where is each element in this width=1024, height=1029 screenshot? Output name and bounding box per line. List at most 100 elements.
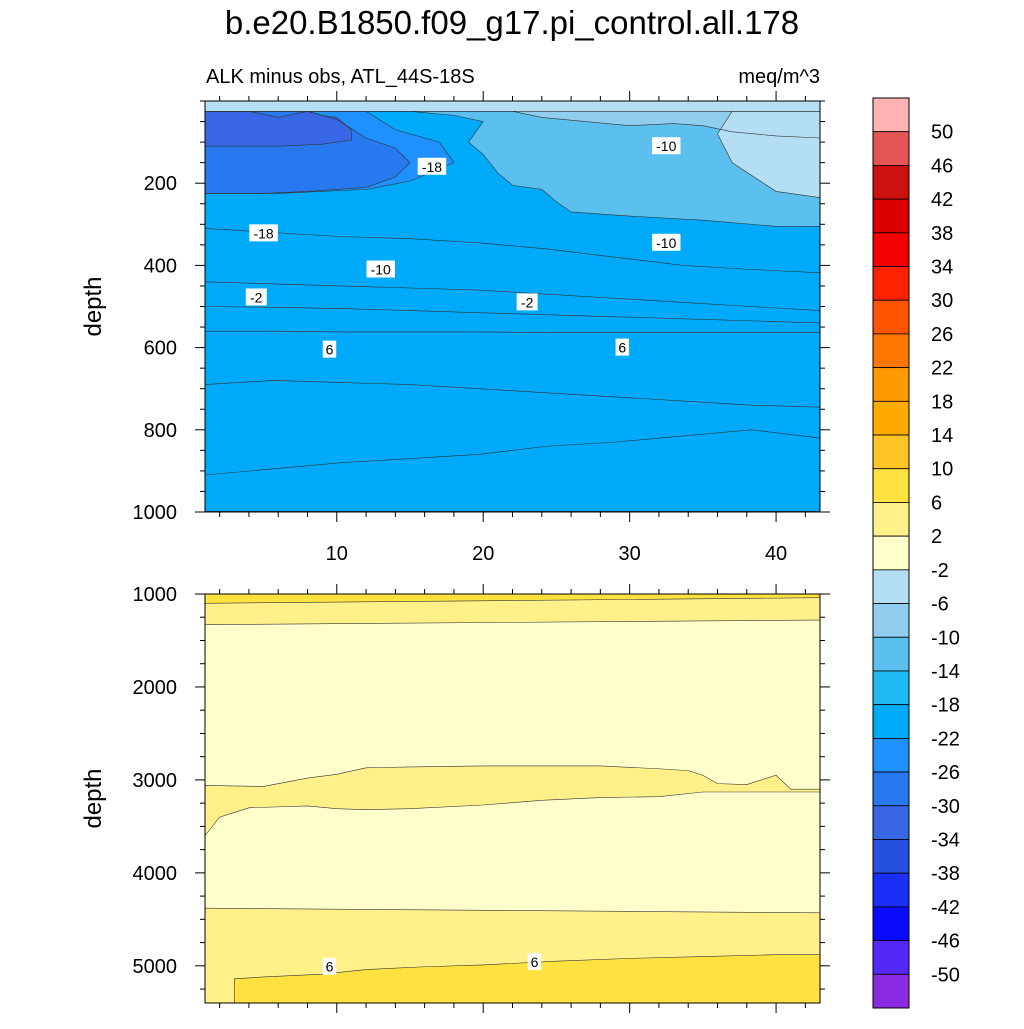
colorbar-swatch — [872, 704, 910, 739]
contour-line — [717, 110, 820, 198]
chart-subtitle: ALK minus obs, ATL_44S-18S — [206, 66, 475, 88]
contour-line — [205, 228, 820, 274]
colorbar-swatch — [872, 333, 910, 369]
contour-band — [205, 594, 820, 604]
colorbar-label: 26 — [931, 324, 953, 346]
colorbar-swatch — [872, 737, 910, 773]
colorbar-swatch — [872, 232, 910, 267]
x-tick-label: 40 — [765, 543, 787, 565]
contour-label-bg — [417, 157, 447, 175]
contour-line — [205, 907, 820, 914]
y-tick-label: 3000 — [133, 770, 178, 792]
contour-line — [233, 954, 820, 1003]
y-tick-label: 200 — [144, 173, 177, 195]
colorbar-swatch — [872, 468, 910, 503]
contour-line — [205, 330, 820, 333]
contour-label-bg — [652, 137, 681, 155]
colorbar-label: -38 — [931, 863, 960, 885]
colorbar-swatch — [872, 771, 910, 807]
contour-band — [234, 954, 820, 1003]
units-label: meq/m^3 — [738, 66, 820, 88]
x-tick-label: 10 — [326, 543, 348, 565]
colorbar-swatch — [872, 973, 910, 1009]
colorbar-label: 34 — [931, 257, 953, 279]
contour-label-bg — [527, 953, 542, 971]
colorbar-label: -46 — [931, 931, 960, 953]
colorbar-label: -2 — [931, 560, 949, 582]
colorbar-swatch — [872, 266, 910, 301]
y-tick-label: 5000 — [133, 956, 178, 978]
colorbar-label: 14 — [931, 425, 953, 447]
contour-label-bg — [322, 340, 337, 358]
colorbar-swatch — [872, 670, 910, 706]
contour-line — [205, 765, 820, 837]
contour-label-bg — [652, 233, 681, 251]
contour-label: 6 — [531, 954, 539, 970]
contour-label-bg — [249, 224, 278, 242]
colorbar-swatch — [872, 97, 910, 133]
contour-label: -10 — [656, 138, 676, 154]
colorbar-swatch — [872, 569, 910, 604]
colorbar-swatch — [872, 906, 910, 941]
y-tick-label: 1000 — [133, 502, 178, 524]
y-axis-label: depth — [80, 768, 107, 828]
contour-label-bg — [516, 293, 538, 311]
colorbar-swatch — [872, 805, 910, 840]
contour-band — [205, 765, 820, 836]
contour-label-bg — [366, 260, 395, 278]
colorbar-swatch — [872, 603, 910, 638]
contour-line — [205, 281, 820, 311]
contour-band — [205, 111, 352, 147]
contour-line — [205, 110, 820, 512]
colorbar-label: -50 — [931, 964, 960, 986]
colorbar-label: 38 — [931, 223, 953, 245]
colorbar-swatch — [872, 636, 910, 672]
colorbar-label: -14 — [931, 661, 960, 683]
colorbar-label: -18 — [931, 695, 960, 717]
contour-line — [205, 597, 820, 604]
y-tick-label: 800 — [144, 420, 177, 442]
contour-line — [205, 110, 820, 512]
contour-line — [205, 110, 820, 512]
y-tick-label: 400 — [144, 255, 177, 277]
contour-lines — [205, 597, 820, 1003]
colorbar-swatch — [872, 165, 910, 200]
colorbar-label: 6 — [931, 492, 942, 514]
colorbar: 50 46 42 38 34 30 26 22 18 14 10 6 2 -2 -6 -10 -14 -18 -22… — [872, 97, 960, 1009]
colorbar-label: -42 — [931, 897, 960, 919]
contour-label: -18 — [422, 159, 442, 175]
contour-label: -10 — [371, 262, 391, 278]
colorbar-swatch — [872, 198, 910, 234]
contour-label-bg — [322, 957, 337, 975]
contour-label: 6 — [618, 340, 626, 356]
contour-line — [205, 619, 820, 625]
contour-label: -10 — [656, 235, 676, 251]
colorbar-swatch — [872, 367, 910, 402]
colorbar-label: 30 — [931, 290, 953, 312]
contour-line — [205, 306, 820, 324]
contour-label: -2 — [521, 294, 534, 310]
contour-line — [205, 110, 352, 147]
y-tick-label: 2000 — [133, 677, 178, 699]
colorbar-label: 2 — [931, 526, 942, 548]
colorbar-swatch — [872, 434, 910, 470]
contour-label: 6 — [326, 959, 334, 975]
colorbar-label: -26 — [931, 762, 960, 784]
contour-line — [205, 380, 820, 408]
colorbar-label: 18 — [931, 391, 953, 413]
colorbar-swatch — [872, 940, 910, 975]
contour-band — [205, 111, 820, 512]
colorbar-label: -34 — [931, 829, 960, 851]
y-axis-label: depth — [80, 276, 107, 336]
colorbar-label: -10 — [931, 627, 960, 649]
colorbar-swatch — [872, 400, 910, 436]
colorbar-label: -22 — [931, 728, 960, 750]
colorbar-swatch — [872, 299, 910, 335]
colorbar-label: -30 — [931, 796, 960, 818]
x-tick-label: 20 — [472, 543, 494, 565]
colorbar-label: 50 — [931, 122, 953, 144]
y-tick-label: 4000 — [133, 863, 178, 885]
x-tick-label: 30 — [619, 543, 641, 565]
